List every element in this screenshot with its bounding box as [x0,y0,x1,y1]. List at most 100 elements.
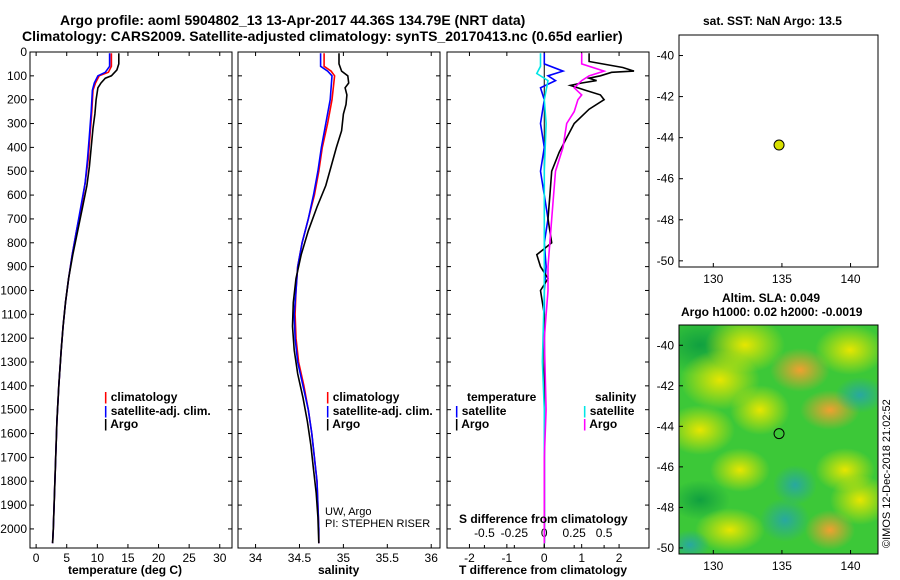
y-tick-label: 900 [7,260,27,274]
x-tick-label: -1 [502,551,513,565]
diff-legend-temperature: temperature | satellite | Argo [455,390,537,432]
series-line [51,53,113,544]
map-y-tick-label: -44 [657,131,675,145]
title-line1: Argo profile: aoml 5904802_13 13-Apr-201… [60,12,526,28]
series-line [535,53,549,544]
series-line [543,53,607,544]
y-tick-label: 1800 [0,474,27,488]
y-tick-label: 1700 [0,450,27,464]
argo-position-marker [773,428,785,440]
s-tick-label: 0.5 [596,526,613,540]
x-tick-label: 34 [249,551,263,565]
x-tick-label: 34.5 [288,551,312,565]
y-tick-label: 600 [7,188,27,202]
salinity-plot-frame [237,51,441,549]
y-tick-label: 1500 [0,403,27,417]
diff-legend-t-satellite: | satellite [455,403,507,418]
y-tick-label: 2000 [0,522,27,536]
salinity-xlabel: salinity [318,563,360,577]
map-y-tick-label: -44 [657,419,675,433]
temp-legend-satellite: | satellite-adj. clim. [104,403,211,418]
x-tick-label: 15 [121,551,135,565]
sla-map-frame [678,324,879,555]
map-y-tick-label: -40 [657,49,675,63]
series-line [293,53,333,544]
diff-legend-temp-title: temperature [467,390,537,404]
map-y-tick-label: -48 [657,213,675,227]
map-y-tick-label: -50 [657,254,675,268]
s-tick-label: 0.25 [563,526,587,540]
sal-legend-climatology: | climatology [326,390,400,404]
x-tick-label: 30 [213,551,227,565]
sst-map-frame [678,34,879,268]
difference-xlabel: T difference from climatology [459,563,628,577]
y-tick-label: 100 [7,69,27,83]
s-tick-label: -0.5 [474,526,495,540]
difference-xlabel-top: S difference from climatology [459,512,628,526]
y-tick-label: 1200 [0,331,27,345]
sla-heatmap [679,325,878,554]
y-tick-label: 1900 [0,498,27,512]
series-line [294,53,336,544]
diff-legend-s-argo: | Argo [583,417,618,431]
diff-legend-t-argo: | Argo [455,417,490,431]
temperature-plot: 0 5 10 15 20 25 300100200300400500600700800900… [0,45,232,565]
series-line [535,53,635,544]
credit-imos: ©IMOS 12-Dec-2018 21:02:52 [881,399,893,548]
y-tick-label: 200 [7,93,27,107]
s-tick-label: -0.25 [501,526,529,540]
y-tick-label: 1100 [1,307,27,321]
map-y-tick-label: -42 [657,90,675,104]
diff-legend-sal-title: salinity [595,390,637,404]
temp-legend-argo: | Argo [104,417,139,431]
temperature-plot-frame [29,51,233,549]
temp-legend-climatology: | climatology [104,390,178,404]
temperature-xlabel: temperature (deg C) [68,563,183,577]
map-x-tick-label: 140 [841,559,861,573]
title-line2: Climatology: CARS2009. Satellite-adjuste… [22,28,623,44]
x-tick-label: 20 [152,551,166,565]
sal-legend-satellite: | satellite-adj. clim. [326,403,433,418]
y-tick-label: 300 [7,117,27,131]
series-line [291,53,350,544]
y-tick-label: 0 [20,45,27,59]
y-tick-label: 1600 [0,427,27,441]
sst-map: 130 135 140 -40 -42 -44 -46 -48 -50 [657,49,861,286]
map-x-tick-label: 130 [703,559,723,573]
temp-legend: | climatology | satellite-adj. clim. | A… [104,390,211,432]
series-line [51,53,111,544]
x-tick-label: -2 [464,551,475,565]
map-y-tick-label: -40 [657,338,675,352]
diff-legend-s-satellite: | satellite [583,403,635,418]
sal-legend: | climatology | satellite-adj. clim. | A… [326,390,433,432]
map-y-tick-label: -50 [657,541,675,555]
sla-map-title1: Altim. SLA: 0.049 [722,291,821,305]
y-tick-label: 1300 [0,355,27,369]
credit-pi: PI: STEPHEN RISER [325,518,431,530]
diff-legend-salinity: salinity | satellite | Argo [583,390,637,432]
map-y-tick-label: -46 [657,460,675,474]
argo-position-marker [773,139,785,151]
sla-map: 130 135 140 -40 -42 -44 -46 -48 -50 [657,338,861,573]
x-tick-label: 35.5 [376,551,400,565]
map-x-tick-label: 135 [772,559,792,573]
x-tick-label: 36 [425,551,439,565]
y-tick-label: 500 [7,164,27,178]
sal-legend-argo: | Argo [326,417,361,431]
salinity-plot: 34 34.5 35 35.5 36 [238,51,440,565]
y-tick-label: 1000 [0,283,27,297]
x-tick-label: 35 [337,551,351,565]
y-tick-label: 400 [7,140,27,154]
x-tick-label: 25 [182,551,196,565]
series-line [51,53,120,544]
map-y-tick-label: -48 [657,500,675,514]
sst-map-title: sat. SST: NaN Argo: 13.5 [703,14,842,28]
sla-map-title2: Argo h1000: 0.02 h2000: -0.0019 [681,305,863,319]
x-tick-label: 1 [578,551,585,565]
y-tick-label: 800 [7,236,27,250]
map-x-tick-label: 130 [703,272,723,286]
y-tick-label: 1400 [0,379,27,393]
map-y-tick-label: -46 [657,172,675,186]
